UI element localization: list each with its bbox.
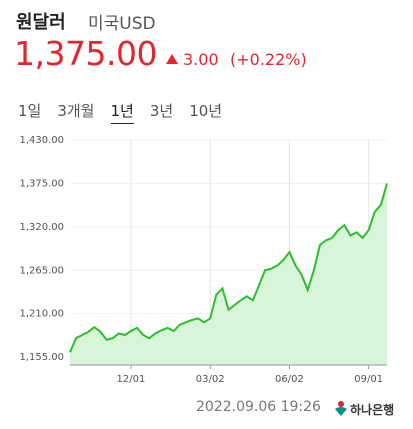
timestamp: 2022.09.06 19:26 [196, 399, 321, 415]
tab[interactable]: 10년 [189, 102, 223, 120]
y-tick-label: 1,265.00 [19, 265, 64, 276]
tab[interactable]: 3년 [149, 102, 174, 120]
bank-name: 하나은행 [350, 403, 395, 417]
line [69, 183, 388, 353]
x-tick-label: 09/01 [354, 374, 383, 385]
tab[interactable]: 1일 [18, 102, 42, 120]
subtitle: 미국USD [88, 14, 156, 34]
tab[interactable]: 3개월 [57, 102, 95, 120]
y-tick-label: 1,210.00 [19, 309, 64, 320]
x-tick-label: 06/02 [275, 374, 304, 385]
y-tick-label: 1,430.00 [19, 135, 64, 146]
chart: 1,155.00 1,210.00 1,265.00 1,320.00 1,375.00… [19, 135, 388, 385]
x-tick-label: 03/02 [196, 374, 225, 385]
price: 1,375.00 [14, 34, 157, 73]
x-tick-label: 12/01 [117, 374, 146, 385]
y-tick-label: 1,155.00 [19, 352, 64, 363]
y-tick-label: 1,320.00 [19, 222, 64, 233]
area [70, 183, 387, 365]
y-tick-label: 1,375.00 [19, 178, 64, 189]
tab[interactable]: 1년 [110, 100, 134, 124]
title: 원달러 [16, 12, 66, 33]
bank-logo [335, 401, 347, 416]
change-percent: (+0.22%) [230, 50, 307, 69]
change: 3.00 [183, 50, 219, 69]
tabs: 1일 3개월 1년 3년 10년 [18, 100, 222, 124]
up-icon [166, 54, 178, 64]
